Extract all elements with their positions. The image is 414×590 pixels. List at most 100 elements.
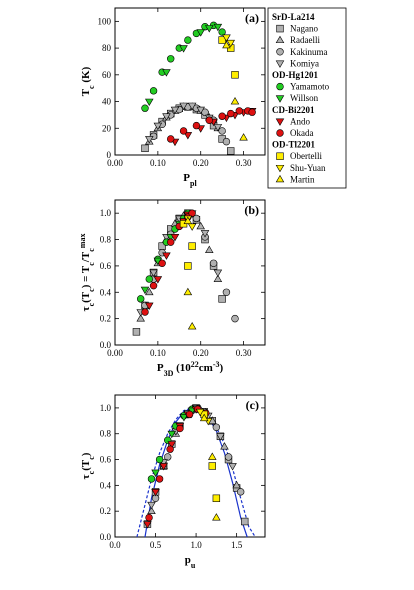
series-willson [145, 23, 231, 107]
data-point [176, 424, 184, 433]
data-point [218, 112, 226, 120]
data-point [208, 452, 217, 460]
legend-marker [275, 174, 285, 183]
data-point [192, 214, 201, 223]
y-tick-label: 0.4 [100, 287, 112, 297]
x-tick-label: 1.0 [190, 540, 202, 550]
data-point [141, 308, 149, 316]
legend-entry: Obertelli [276, 151, 322, 161]
panel-2: 0.00 0.10 0.20 0.30 0.0 0.2 0.4 0.6 0.8 1.0 (b) P3D… [78, 199, 266, 378]
legend-marker [276, 129, 284, 137]
legend-marker [275, 35, 285, 44]
legend-entry-label: Martin [290, 174, 315, 184]
y-tick-label: 0.2 [100, 506, 111, 516]
data-point [222, 40, 231, 49]
legend-marker [276, 24, 284, 33]
x-tick-label: 0.20 [193, 348, 209, 358]
data-point [231, 314, 239, 323]
legend-entry: Radaelli [275, 35, 320, 45]
data-point [167, 238, 175, 246]
legend-marker [276, 82, 284, 91]
data-point [231, 71, 239, 79]
data-point [183, 287, 193, 296]
data-point [149, 87, 158, 95]
data-point [149, 269, 158, 278]
data-point [162, 252, 171, 260]
y-tick-label: 0.6 [100, 261, 112, 271]
data-point [232, 480, 241, 489]
data-point [145, 513, 153, 522]
data-point [151, 469, 160, 477]
x-tick-label: 0.0 [109, 540, 121, 550]
x-tick-label: 0.00 [107, 348, 123, 358]
data-point [205, 25, 214, 33]
data-point [167, 441, 177, 449]
data-point [132, 328, 141, 336]
data-point [145, 287, 154, 296]
series-willson [151, 407, 197, 477]
data-point [162, 69, 171, 77]
data-point [205, 245, 214, 253]
legend-entry: Komiya [275, 58, 319, 68]
series-martin [222, 40, 248, 141]
y-tick-label: 0.8 [100, 235, 112, 245]
data-point [167, 430, 177, 439]
data-point [151, 488, 160, 497]
data-point [167, 135, 175, 143]
data-point [170, 106, 180, 115]
data-point [184, 262, 192, 270]
data-point [236, 488, 245, 496]
data-point [213, 274, 223, 282]
data-point [179, 45, 188, 53]
data-point [213, 23, 223, 32]
series-kakinuma [149, 103, 231, 146]
data-point [209, 259, 218, 267]
panel-3: 0.0 0.5 1.0 1.5 0.0 0.2 0.4 0.6 0.8 1.0 (c) pu τc(Tc… [80, 394, 266, 570]
y-tick-label: 0.6 [100, 455, 112, 465]
series-shu-yuan [222, 34, 235, 48]
data-point [149, 281, 158, 290]
plot-frame [114, 7, 266, 156]
data-point [222, 288, 231, 296]
data-point [212, 513, 221, 521]
data-point [218, 127, 226, 135]
legend-entry: Willson [275, 93, 319, 103]
x-tick-label: 1.5 [231, 540, 243, 550]
data-point [155, 455, 164, 464]
legend-entry: Nagano [276, 24, 318, 34]
data-point [145, 136, 154, 144]
series-martin [183, 216, 197, 330]
data-point [179, 127, 188, 135]
fit-curve-solid [144, 407, 248, 538]
y-tick-label: 60 [102, 70, 112, 80]
data-point [188, 209, 196, 217]
legend-marker [275, 164, 285, 173]
legend-group-title: OD-Tl2201 [272, 140, 316, 150]
data-point [167, 55, 175, 63]
data-point [227, 109, 235, 118]
data-point [212, 423, 221, 431]
data-point [155, 475, 164, 483]
x-axis-label: Ppl [183, 172, 197, 188]
data-point [185, 410, 194, 419]
y-tick-label: 40 [102, 97, 112, 107]
x-tick-label: 0.30 [236, 158, 252, 168]
data-point [222, 34, 231, 42]
panel-label: (a) [245, 11, 259, 25]
data-point [228, 463, 237, 471]
legend-entry: Okada [276, 128, 314, 138]
data-point [213, 124, 223, 132]
x-tick-label: 0.00 [107, 158, 123, 168]
legend-marker [275, 60, 285, 68]
legend-entry-label: Willson [290, 93, 319, 103]
data-point [187, 223, 197, 231]
legend-entry: Ando [275, 116, 310, 126]
y-axis-label: Tc (K) [80, 66, 96, 96]
plot-frame [114, 394, 266, 538]
legend-entry-label: Radaelli [290, 35, 320, 45]
series-kakinuma [151, 406, 245, 502]
legend-entry-label: Ando [290, 116, 310, 126]
